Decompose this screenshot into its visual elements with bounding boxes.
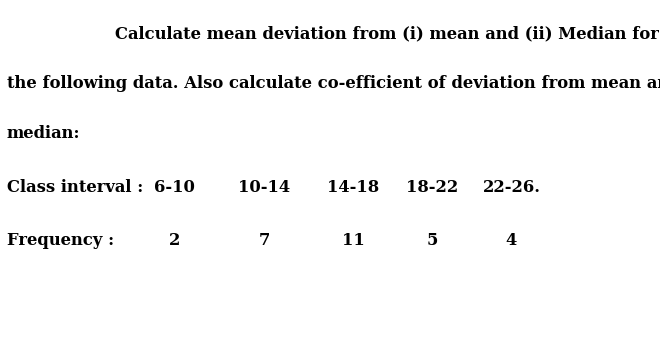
Text: 6-10: 6-10 [154,178,195,196]
Text: 5: 5 [426,232,438,249]
Text: 7: 7 [258,232,270,249]
Text: 18-22: 18-22 [406,178,459,196]
Text: median:: median: [7,125,80,142]
Text: Class interval :: Class interval : [7,178,143,196]
Text: 11: 11 [342,232,364,249]
Text: 10-14: 10-14 [238,178,290,196]
Text: 14-18: 14-18 [327,178,379,196]
Text: 22-26.: 22-26. [482,178,541,196]
Text: 2: 2 [169,232,181,249]
Text: Frequency :: Frequency : [7,232,114,249]
Text: Calculate mean deviation from (i) mean and (ii) Median for: Calculate mean deviation from (i) mean a… [115,25,659,42]
Text: 4: 4 [506,232,517,249]
Text: the following data. Also calculate co-efficient of deviation from mean and: the following data. Also calculate co-ef… [7,75,660,92]
